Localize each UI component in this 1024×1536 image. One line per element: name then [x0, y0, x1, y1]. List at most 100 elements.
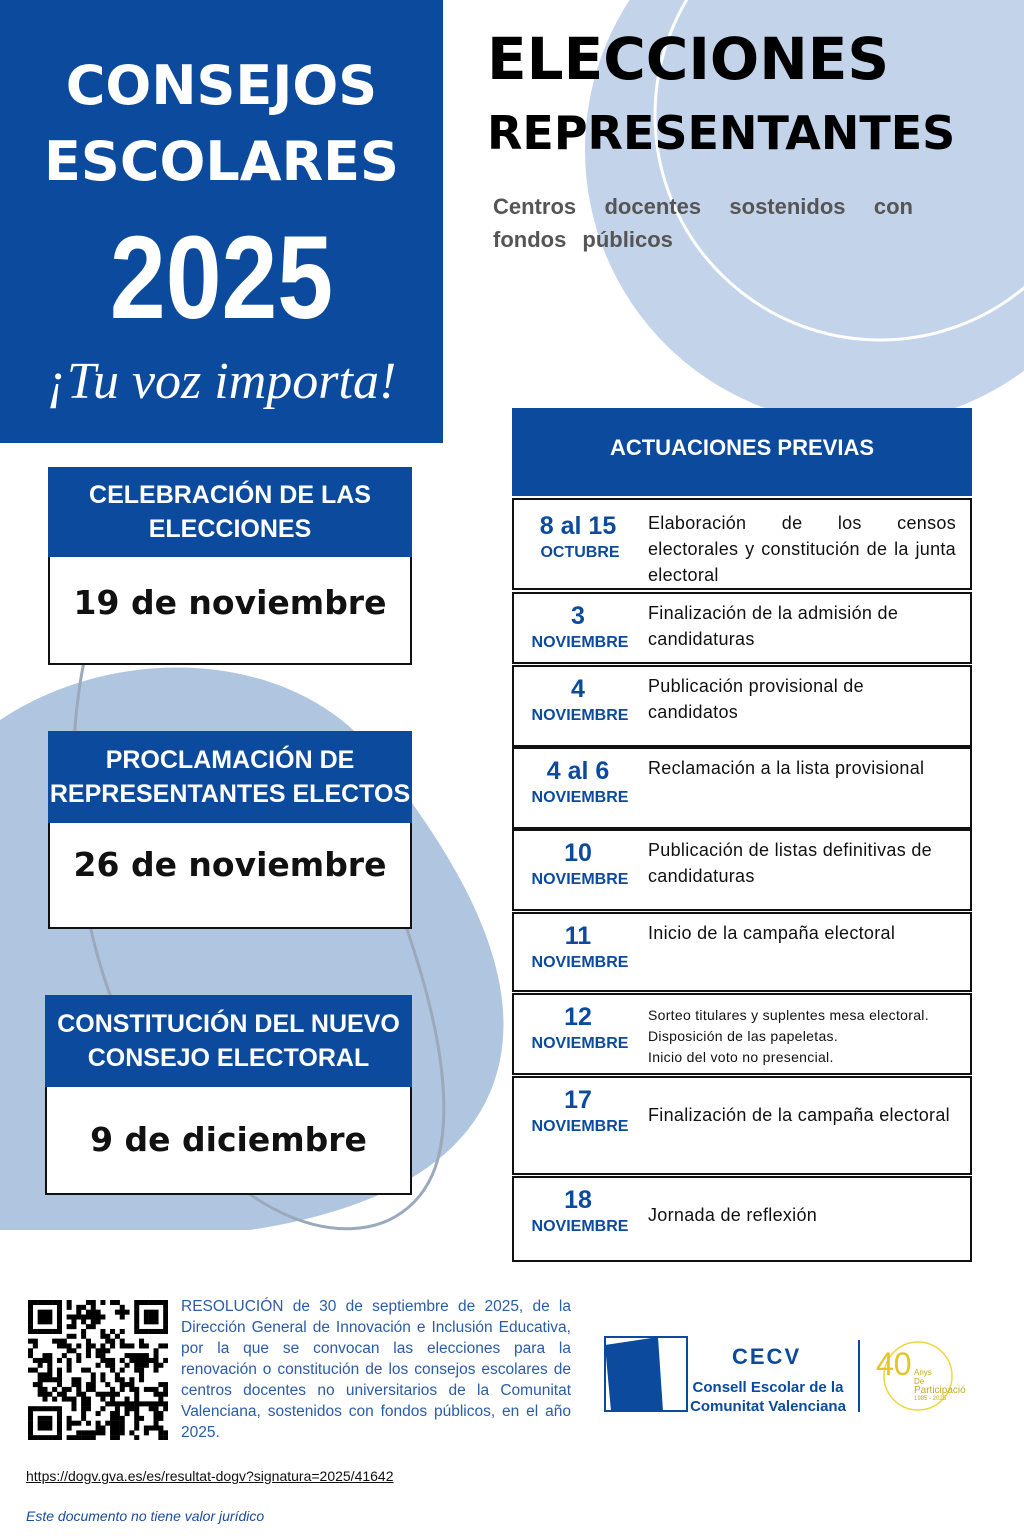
qr-module [119, 1328, 125, 1334]
qr-module [100, 1300, 106, 1306]
qr-module [71, 1324, 77, 1330]
qr-module [148, 1357, 154, 1363]
row-month: OCTUBRE [540, 544, 620, 561]
qr-module [56, 1304, 62, 1310]
qr-module [158, 1401, 164, 1407]
qr-module [28, 1324, 34, 1330]
qr-module [134, 1411, 140, 1417]
qr-module [148, 1319, 154, 1325]
qr-module [114, 1333, 120, 1339]
qr-module [76, 1435, 82, 1440]
qr-module [81, 1430, 87, 1436]
heading-line: ELECCIONES [148, 515, 312, 543]
bg-circle [585, 0, 1024, 425]
qr-module [110, 1430, 116, 1436]
qr-module [124, 1362, 130, 1368]
anniversary-years: 1985 - 2025 [914, 1396, 947, 1402]
qr-module [148, 1401, 154, 1407]
qr-module [158, 1300, 164, 1306]
qr-module [134, 1304, 140, 1310]
qr-module [105, 1401, 111, 1407]
qr-module [66, 1420, 72, 1426]
qr-module [153, 1425, 159, 1431]
qr-module [56, 1357, 62, 1363]
qr-module [47, 1314, 53, 1320]
qr-module [76, 1343, 82, 1349]
qr-module [110, 1415, 116, 1421]
qr-module [47, 1415, 53, 1421]
heading-line: CONSEJO ELECTORAL [87, 1044, 370, 1072]
qr-module [90, 1324, 96, 1330]
qr-module [129, 1353, 135, 1359]
qr-module [110, 1435, 116, 1440]
qr-module [28, 1411, 34, 1417]
schedule-row: 4 NOVIEMBRE Publicación provisional de can… [512, 665, 972, 747]
qr-module [66, 1425, 72, 1431]
qr-module [95, 1391, 101, 1397]
row-month: NOVIEMBRE [531, 1035, 629, 1052]
url-link[interactable]: https://dogv.gva.es/es/resultat-dogv?sig… [26, 1468, 394, 1484]
qr-module [47, 1319, 53, 1325]
qr-module [47, 1391, 53, 1397]
qr-module [105, 1357, 111, 1363]
row-text-line: Reclamación a la lista provisional [648, 758, 925, 778]
qr-module [139, 1377, 145, 1383]
qr-module [85, 1396, 91, 1402]
qr-module [153, 1391, 159, 1397]
qr-module [66, 1314, 72, 1320]
qr-module [42, 1420, 48, 1426]
qr-module [66, 1304, 72, 1310]
qr-module [124, 1343, 130, 1349]
qr-module [47, 1367, 53, 1373]
qr-module [105, 1391, 111, 1397]
qr-module [124, 1411, 130, 1417]
qr-module [56, 1328, 62, 1334]
qr-module [81, 1304, 87, 1310]
heading-line: CELEBRACIÓN DE LAS [89, 481, 371, 509]
heading-line: CONSTITUCIÓN DEL NUEVO [57, 1010, 400, 1038]
qr-module [105, 1420, 111, 1426]
qr-module [56, 1435, 62, 1440]
qr-module [163, 1391, 168, 1397]
qr-module [110, 1396, 116, 1402]
qr-module [81, 1367, 87, 1373]
date-box-date: 19 de noviembre [73, 583, 387, 622]
schedule-row: 11 NOVIEMBRE Inicio de la campaña electora… [512, 912, 972, 992]
qr-module [134, 1420, 140, 1426]
qr-module [37, 1382, 43, 1388]
row-day: 8 al 15 [539, 512, 617, 540]
qr-module [42, 1372, 48, 1378]
qr-module [134, 1300, 140, 1306]
qr-module [139, 1362, 145, 1368]
qr-module [153, 1348, 159, 1354]
qr-module [100, 1348, 106, 1354]
qr-module [163, 1300, 168, 1306]
qr-module [143, 1314, 149, 1320]
qr-module [37, 1300, 43, 1306]
headline: REPRESENTANTES [487, 106, 956, 160]
qr-module [61, 1343, 67, 1349]
qr-module [71, 1406, 77, 1412]
qr-module [158, 1343, 164, 1349]
qr-module [134, 1391, 140, 1397]
qr-module [124, 1353, 130, 1359]
qr-module [153, 1415, 159, 1421]
qr-module [163, 1328, 168, 1334]
qr-module [66, 1324, 72, 1330]
qr-module [110, 1386, 116, 1392]
heading-line: PROCLAMACIÓN DE [105, 746, 355, 774]
qr-module [105, 1382, 111, 1388]
qr-module [153, 1362, 159, 1368]
qr-module [37, 1314, 43, 1320]
qr-module [47, 1406, 53, 1412]
qr-module [42, 1328, 48, 1334]
qr-module [28, 1300, 34, 1306]
qr-module [153, 1314, 159, 1320]
qr-module [81, 1406, 87, 1412]
qr-module [119, 1338, 125, 1344]
qr-module [66, 1435, 72, 1440]
qr-module [134, 1314, 140, 1320]
schedule-row: 12 NOVIEMBRE Sorteo titulares y suplentes … [512, 993, 972, 1075]
qr-module [61, 1386, 67, 1392]
qr-module [90, 1377, 96, 1383]
